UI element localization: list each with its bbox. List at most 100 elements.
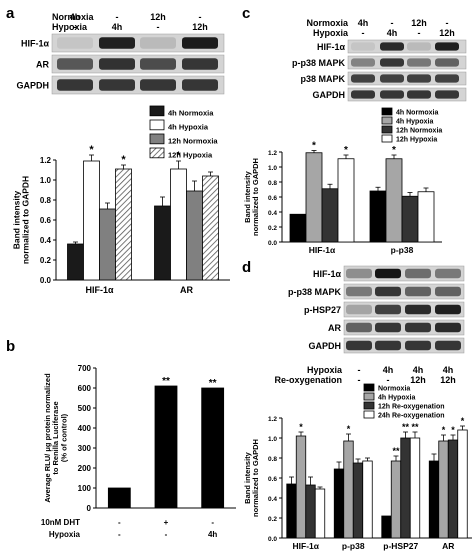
condition-value: + (164, 518, 169, 527)
bar (401, 195, 419, 243)
blot-band (407, 74, 431, 83)
significance-mark: * (461, 416, 465, 426)
bar (333, 468, 345, 539)
blot-band (435, 340, 461, 351)
legend-label: 4h Hypoxia (378, 395, 415, 402)
y-tick-label: 0.2 (268, 516, 277, 523)
bar (385, 158, 403, 243)
blot-band (375, 304, 401, 315)
y-axis-label-line: Band intensity (11, 190, 21, 249)
y-tick-label: 400 (78, 424, 92, 433)
significance-mark: ** (209, 378, 217, 389)
blot-band (351, 74, 375, 83)
y-tick-label: 1.0 (40, 176, 52, 185)
blot-band (351, 42, 375, 51)
blot-band (346, 286, 372, 297)
y-tick-label: 0.8 (268, 180, 277, 187)
y-tick-label: 1.0 (268, 436, 277, 443)
panel-c-blot: c Normoxia 4h -12h -Hypoxia -4h -12h HIF-1αp-… (242, 5, 467, 102)
condition-label: Hypoxia (49, 530, 81, 539)
y-tick-label: 1.2 (268, 150, 277, 157)
category-label: p-p38 (342, 541, 365, 551)
bar (154, 385, 178, 509)
blot-band (99, 37, 135, 49)
legend-swatch (363, 410, 375, 419)
bar (202, 175, 219, 281)
legend-swatch (381, 107, 393, 116)
bar (154, 205, 171, 281)
blot-band (182, 58, 218, 70)
blot-row-label: GAPDH (16, 81, 49, 91)
y-axis-label-line: Band intensity (243, 451, 252, 504)
legend-swatch (381, 125, 393, 134)
legend-swatch (381, 116, 393, 125)
blot-row-label: GAPDH (312, 90, 345, 100)
bar (305, 152, 323, 243)
condition-value: - (118, 530, 121, 539)
panel-a-chart: 0.0 0.2 0.4 0.6 0.8 1.0 1.2 Band intensitynorma… (11, 105, 230, 295)
condition-value: - (358, 365, 361, 375)
blot-strip (343, 265, 465, 282)
bar (286, 483, 297, 539)
bar (438, 440, 449, 539)
category-label: p-HSP27 (383, 541, 418, 551)
y-tick-label: 1.0 (268, 165, 277, 172)
condition-value: 4h (443, 365, 454, 375)
bar (343, 440, 354, 539)
bar (83, 160, 100, 281)
condition-value: - (211, 518, 214, 527)
blot-band (435, 304, 461, 315)
blot-band (435, 74, 459, 83)
significance-mark: ** (392, 446, 400, 456)
blot-strip (343, 319, 465, 336)
blot-band (407, 42, 431, 51)
blot-band (405, 286, 431, 297)
panel-letter-b: b (6, 338, 15, 355)
y-tick-label: 600 (78, 384, 92, 393)
blot-band (351, 90, 375, 99)
y-tick-label: 200 (78, 464, 92, 473)
y-tick-label: 0.6 (40, 216, 52, 225)
legend-label: 24h Re-oxygenation (378, 413, 445, 420)
y-tick-label: 0.4 (268, 496, 277, 503)
bar (400, 437, 411, 539)
blot-row-label: HIF-1α (21, 39, 50, 49)
legend-label: Normoxia (378, 386, 410, 393)
blot-band (405, 322, 431, 333)
blot-band (380, 74, 404, 83)
bar (289, 213, 307, 243)
legend-label: 4h Normoxia (396, 110, 439, 117)
blot-band (435, 42, 459, 51)
legend-swatch (149, 105, 165, 117)
blot-row-label: p-HSP27 (304, 305, 341, 315)
significance-mark: * (347, 424, 351, 434)
bar (67, 243, 84, 281)
condition-value: - (74, 22, 77, 32)
legend-label: 4h Normoxia (168, 108, 214, 117)
y-axis-label-line: normalized to GAPDH (251, 439, 260, 517)
y-tick-label: 0.4 (40, 236, 52, 245)
y-tick-label: 1.2 (268, 416, 277, 423)
bar (409, 437, 421, 539)
significance-mark: * (299, 422, 303, 432)
legend-label: 12h Normoxia (168, 136, 218, 145)
condition-value: - (199, 12, 202, 22)
blot-band (182, 79, 218, 91)
bar (201, 387, 225, 509)
significance-mark: * (392, 145, 396, 156)
blot-row-label: HIF-1α (313, 269, 342, 279)
blot-band (140, 79, 176, 91)
condition-value: 4h (387, 28, 398, 38)
legend-swatch (363, 401, 375, 410)
bar (337, 158, 355, 243)
bar (362, 460, 373, 539)
legend-swatch (363, 392, 375, 401)
bar (417, 191, 435, 243)
bar (295, 435, 307, 539)
blot-band (435, 268, 461, 279)
condition-value: - (157, 22, 160, 32)
significance-mark: ** (162, 376, 170, 387)
blot-band (182, 37, 218, 49)
